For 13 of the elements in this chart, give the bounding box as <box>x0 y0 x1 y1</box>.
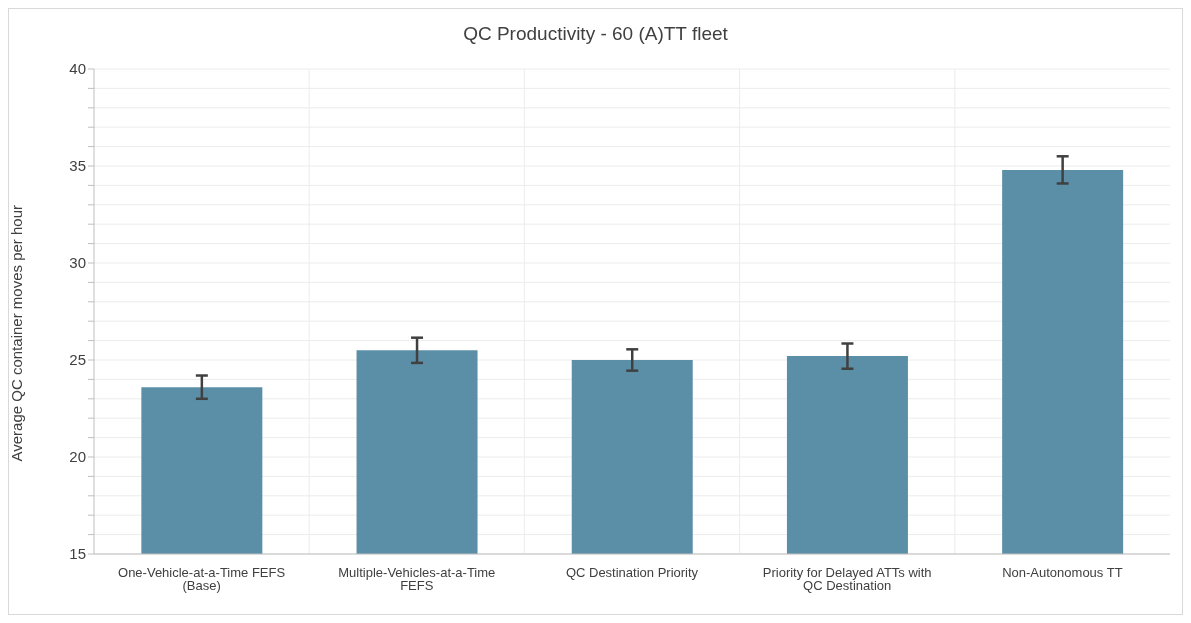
x-tick-label: Multiple-Vehicles-at-a-Time FEFS <box>338 565 496 594</box>
y-axis-title: Average QC container moves per hour <box>8 204 26 462</box>
y-tick-label: 25 <box>69 351 86 369</box>
x-tick-label: One-Vehicle-at-a-Time FEFS (Base) <box>118 565 286 594</box>
chart-title: QC Productivity - 60 (A)TT fleet <box>462 23 729 45</box>
y-tick-label: 15 <box>69 545 86 563</box>
y-tick-label: 20 <box>69 448 86 466</box>
y-tick-label: 30 <box>69 254 86 272</box>
y-tick-label: 35 <box>69 157 86 175</box>
x-tick-label: Priority for Delayed ATTs with QC Destination <box>762 565 932 594</box>
x-tick-label: QC Destination Priority <box>565 565 699 581</box>
x-tick-label: Non-Autonomous TT <box>1002 565 1123 581</box>
y-tick-label: 40 <box>69 60 86 78</box>
